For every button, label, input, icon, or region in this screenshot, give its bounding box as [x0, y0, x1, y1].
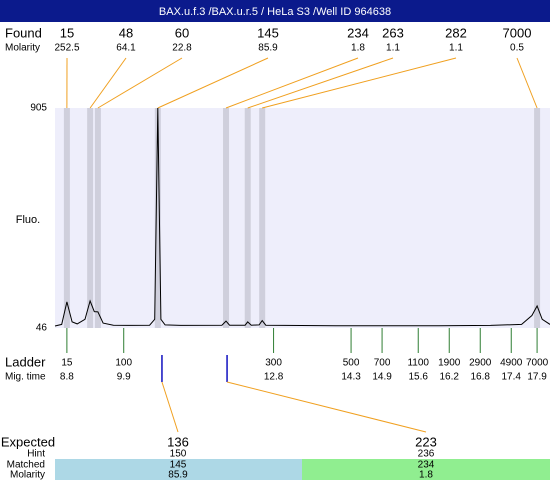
peak-band [154, 108, 161, 328]
ladder-time: 16.8 [471, 372, 491, 383]
title-bar [0, 0, 550, 22]
expected-leader [226, 381, 427, 433]
y-tick-label: 46 [36, 323, 48, 334]
ladder-size: 4900 [500, 358, 523, 369]
peak-band [63, 108, 70, 328]
y-axis-label: Fluo. [16, 214, 40, 226]
found-size: 234 [347, 25, 369, 40]
plot-area [55, 108, 550, 328]
ladder-size: 700 [374, 358, 391, 369]
hint-value: 150 [170, 449, 187, 460]
trace [54, 107, 550, 327]
ladder-size: 100 [115, 358, 132, 369]
found-molarity: 85.9 [258, 43, 278, 54]
found-molarity: 22.8 [172, 43, 192, 54]
expected-label: Expected [1, 434, 55, 449]
ladder-time: 17.9 [527, 372, 547, 383]
peak-band [87, 108, 94, 328]
found-molarity: 1.8 [351, 43, 365, 54]
found-size: 48 [119, 25, 133, 40]
ladder-size: 1900 [438, 358, 461, 369]
found-size: 282 [445, 25, 467, 40]
found-size: 7000 [503, 25, 532, 40]
ladder-size: 15 [61, 358, 73, 369]
peak-band [259, 108, 266, 328]
found-size: 60 [175, 25, 189, 40]
leader-line [247, 57, 394, 109]
ladder-time: 16.2 [440, 372, 460, 383]
found-molarity: 1.1 [449, 43, 463, 54]
matched-molarity: 85.9 [168, 470, 188, 480]
leader-line [516, 57, 538, 109]
hint-value: 236 [418, 449, 435, 460]
ladder-time: 14.3 [341, 372, 361, 383]
peak-band [223, 108, 230, 328]
y-tick-label: 905 [30, 103, 47, 114]
ladder-size: 7000 [526, 358, 549, 369]
expected-size: 136 [167, 434, 189, 449]
found-molarity: 0.5 [510, 43, 524, 54]
ladder-time: 14.9 [372, 372, 392, 383]
ladder-size: 500 [343, 358, 360, 369]
mig-time-label: Mig. time [5, 372, 46, 383]
found-size: 263 [382, 25, 404, 40]
found-size: 15 [60, 25, 74, 40]
peak-band [534, 108, 541, 328]
found-molarity: 1.1 [386, 43, 400, 54]
found-molarity: 252.5 [54, 43, 79, 54]
ladder-time: 15.6 [409, 372, 429, 383]
leader-line [157, 57, 269, 109]
matched-label: Matched [7, 460, 45, 471]
molarity-label: Molarity [5, 43, 40, 54]
found-size: 145 [257, 25, 279, 40]
found-molarity: 64.1 [116, 43, 136, 54]
leader-line [225, 57, 359, 109]
title: BAX.u.f.3 /BAX.u.r.5 / HeLa S3 /Well ID … [159, 6, 391, 18]
hint-label: Hint [27, 449, 45, 460]
ladder-size: 1100 [407, 358, 429, 369]
found-label: Found [5, 25, 42, 40]
matched-bg [302, 459, 550, 480]
peak-band [94, 108, 101, 328]
leader-line [97, 57, 183, 109]
ladder-time: 17.4 [502, 372, 522, 383]
ladder-size: 2900 [469, 358, 492, 369]
ladder-time: 12.8 [264, 372, 284, 383]
matched-bg [55, 459, 302, 480]
ladder-size: 300 [265, 358, 282, 369]
leader-line [89, 57, 127, 109]
ladder-time: 8.8 [60, 372, 74, 383]
ladder-time: 9.9 [117, 372, 131, 383]
expected-size: 223 [415, 434, 437, 449]
ladder-label: Ladder [5, 354, 46, 369]
matched-molarity: 1.8 [419, 470, 433, 480]
exp-molarity-label: Molarity [10, 470, 45, 480]
leader-line [262, 57, 457, 109]
expected-leader [161, 381, 179, 433]
peak-band [244, 108, 251, 328]
matched-value: 145 [170, 460, 187, 471]
matched-value: 234 [418, 460, 435, 471]
